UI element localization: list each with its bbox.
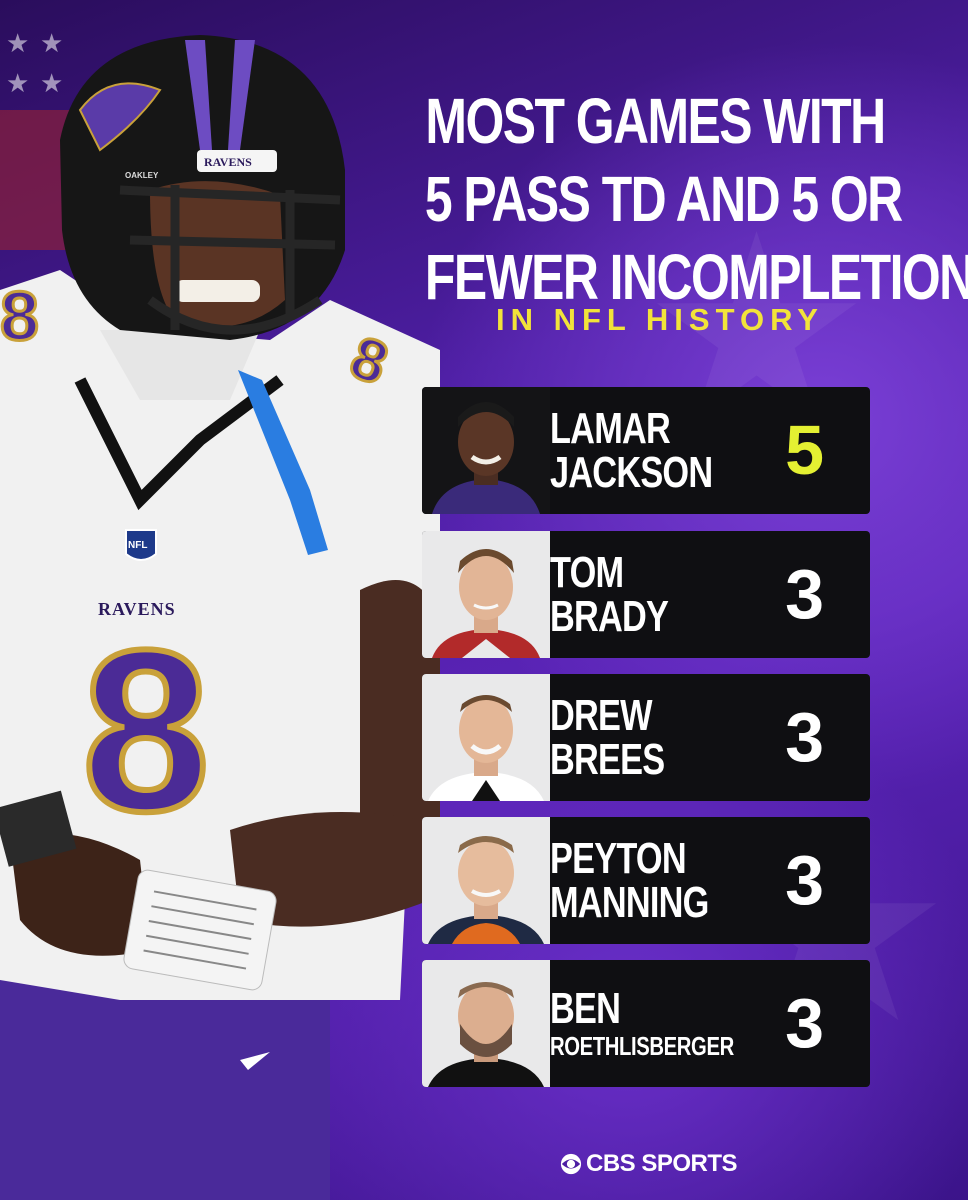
player-last-name: BRADY — [550, 591, 669, 641]
subtitle: IN NFL HISTORY — [495, 302, 824, 337]
star-icon: ★ — [40, 68, 64, 98]
player-first-name: BEN — [550, 983, 621, 1033]
games-count: 3 — [785, 841, 824, 919]
headline: MOST GAMES WITH 5 PASS TD AND 5 OR FEWER… — [424, 82, 968, 316]
headline-line-3: FEWER INCOMPLETIONS — [424, 241, 968, 313]
player-headshot — [422, 960, 550, 1087]
player-name: TOM BRADY — [550, 531, 669, 658]
player-headshot — [422, 817, 550, 944]
brand-logo: CBS SPORTS — [560, 1150, 738, 1178]
player-first-name: TOM — [550, 547, 624, 597]
ranking-row: TOM BRADY 3 — [422, 531, 870, 658]
jersey-team-text: RAVENS — [98, 599, 176, 619]
player-headshot — [422, 387, 550, 514]
player-name: BEN ROETHLISBERGER — [550, 960, 734, 1087]
cbs-eye-icon — [560, 1153, 582, 1175]
player-last-name: MANNING — [550, 877, 709, 927]
games-count: 3 — [785, 984, 824, 1062]
player-headshot — [422, 674, 550, 801]
helmet-brand-text: OAKLEY — [125, 171, 159, 180]
headline-line-2: 5 PASS TD AND 5 OR — [424, 163, 903, 235]
player-first-name: DREW — [550, 690, 653, 740]
player-first-name: LAMAR — [550, 403, 671, 453]
player-name: LAMAR JACKSON — [550, 387, 713, 514]
svg-text:8: 8 — [0, 277, 39, 355]
jersey-number: 8 — [82, 602, 210, 859]
player-last-name: JACKSON — [550, 447, 713, 497]
player-headshot — [422, 531, 550, 658]
player-name: DREW BREES — [550, 674, 665, 801]
star-icon: ★ — [40, 28, 64, 58]
brand-text: CBS SPORTS — [586, 1150, 738, 1177]
player-name: PEYTON MANNING — [550, 817, 709, 944]
games-count: 3 — [785, 555, 824, 633]
ranking-row: PEYTON MANNING 3 — [422, 817, 870, 944]
ranking-row: DREW BREES 3 — [422, 674, 870, 801]
games-count: 3 — [785, 698, 824, 776]
helmet-team-text: RAVENS — [204, 155, 252, 169]
ranking-row: LAMAR JACKSON 5 — [422, 387, 870, 514]
ranking-row: BEN ROETHLISBERGER 3 — [422, 960, 870, 1087]
player-illustration: 8 8 NFL RAVENS 8 RAVENS OAKLEY — [0, 35, 440, 1200]
star-icon: ★ — [6, 68, 30, 98]
player-first-name: PEYTON — [550, 833, 687, 883]
player-last-name: ROETHLISBERGER — [550, 1030, 734, 1061]
player-last-name: BREES — [550, 734, 665, 784]
headline-line-1: MOST GAMES WITH — [425, 85, 886, 157]
star-icon: ★ — [6, 28, 30, 58]
nfl-shield-text: NFL — [128, 540, 147, 551]
games-count: 5 — [785, 411, 824, 489]
